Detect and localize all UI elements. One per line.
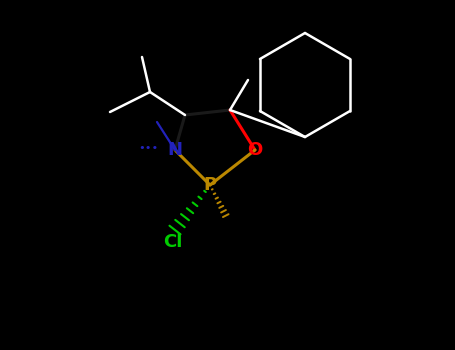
Text: Cl: Cl xyxy=(163,233,183,251)
Text: P: P xyxy=(203,176,217,194)
Text: O: O xyxy=(248,141,263,159)
Text: N: N xyxy=(167,141,182,159)
Text: •••: ••• xyxy=(138,143,158,153)
